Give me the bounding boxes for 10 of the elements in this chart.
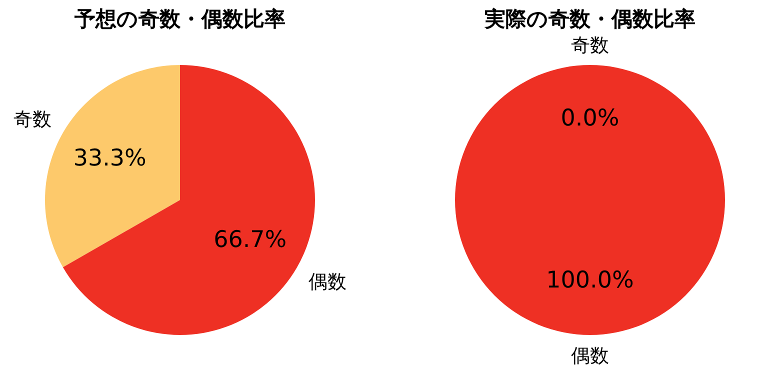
slice-label: 偶数 bbox=[308, 270, 347, 293]
data-label: 66.7% bbox=[214, 226, 287, 253]
slice-label: 奇数 bbox=[13, 108, 52, 131]
data-label: 33.3% bbox=[73, 146, 146, 172]
slice-label: 偶数 bbox=[571, 345, 609, 368]
text: 0.0% bbox=[560, 105, 620, 132]
chart-title: 予想の奇数・偶数比率 bbox=[74, 7, 286, 31]
chart-title: 実際の奇数・偶数比率 bbox=[484, 7, 696, 31]
data-label: 100.0% bbox=[546, 267, 634, 294]
category-label: 奇数 bbox=[571, 34, 609, 56]
